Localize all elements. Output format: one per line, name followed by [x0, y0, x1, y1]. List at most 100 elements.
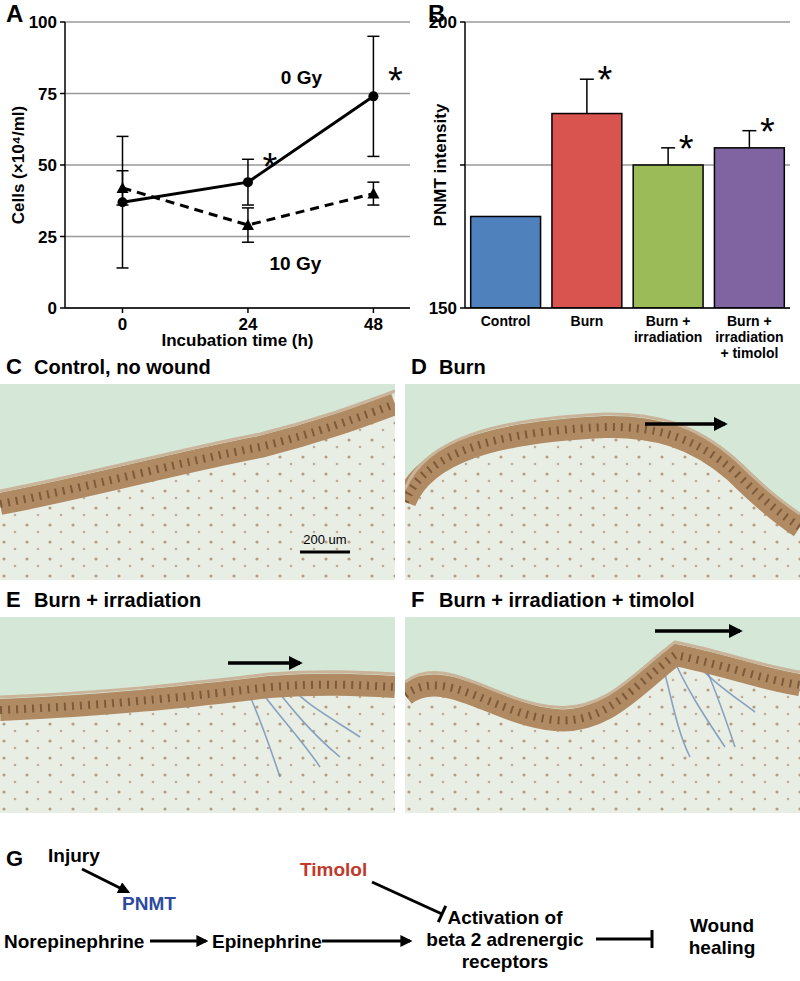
micrograph-content: [405, 384, 800, 580]
significance-mark: *: [679, 128, 694, 170]
dermis-cells: [405, 419, 800, 580]
micrograph-content: [0, 617, 395, 813]
diagram-node: Activation ofbeta 2 adrenergicreceptors: [426, 907, 584, 972]
activation-edge: [82, 869, 128, 892]
grid-line: [65, 164, 410, 166]
micrograph: [405, 384, 800, 580]
grid-line: [465, 21, 790, 23]
stratum-corneum: [0, 391, 395, 491]
error-bar: [580, 79, 594, 113]
dermis: [0, 396, 395, 580]
epidermis-nuclei: [405, 427, 800, 527]
slide-background: [0, 384, 395, 580]
error-cap: [117, 204, 129, 206]
epidermis-nuclei: [0, 685, 395, 710]
inhibit-bar: [438, 906, 445, 922]
grid-line: [65, 307, 410, 309]
tick-label: 48: [364, 315, 383, 334]
inhibit-bar: [651, 930, 654, 948]
diagram-node-line: receptors: [462, 951, 549, 972]
category-label: Burn: [571, 313, 604, 329]
plot-marks: [471, 79, 785, 308]
grid-line: [65, 21, 410, 23]
error-cap: [367, 181, 379, 183]
error-cap: [242, 204, 254, 206]
category-label: Burn +irradiation+ timolol: [715, 313, 783, 361]
bar: [633, 165, 703, 308]
wound-arrow: [645, 422, 725, 426]
panel-label: G: [6, 846, 23, 871]
tick-label: 25: [38, 228, 57, 247]
panel-label: C: [6, 354, 22, 379]
series-line: [123, 96, 374, 202]
plot-marks: [117, 36, 380, 268]
micrograph: [0, 617, 395, 813]
grid-line: [65, 93, 410, 95]
epidermis-nuclei: [405, 655, 800, 720]
diagram-node-line: Injury: [48, 845, 100, 866]
y-axis-label: PNMT intensity: [431, 103, 450, 226]
dermis: [405, 419, 800, 580]
slide-background: [405, 384, 800, 580]
panel-label: E: [6, 587, 21, 612]
category-label-line: irradiation: [715, 329, 783, 345]
error-bar: [367, 182, 379, 205]
panel-title: Burn: [439, 356, 486, 378]
significance-mark: *: [388, 60, 403, 102]
error-stem: [586, 79, 588, 113]
diagram-node: Norepinephrine: [4, 931, 144, 952]
series-label: 10 Gy: [270, 253, 322, 274]
epidermis: [405, 655, 800, 720]
tick-label: 75: [38, 85, 57, 104]
category-label: Control: [481, 313, 531, 329]
dermis-cells: [0, 396, 395, 580]
tick-label: 0: [48, 299, 57, 318]
wound-arrow: [228, 661, 300, 665]
marker: [117, 182, 129, 193]
diagram-node-line: healing: [689, 937, 756, 958]
x-axis-label: Incubation time (h): [161, 331, 313, 350]
slide-background: [0, 617, 395, 813]
category-label-line: Control: [481, 313, 531, 329]
dermis: [405, 647, 800, 813]
significance-mark: *: [597, 59, 612, 101]
panel-label: D: [411, 354, 427, 379]
dermis-cells: [405, 647, 800, 813]
error-bar: [117, 136, 129, 268]
category-label-line: irradiation: [634, 329, 702, 345]
micrograph: 200 um: [0, 384, 395, 580]
diagram-node: Epinephrine: [212, 931, 322, 952]
panel-title: Control, no wound: [34, 356, 211, 378]
inhibit-edge: [372, 882, 442, 914]
y-axis: [64, 22, 66, 308]
scale-bar-label: 200 um: [303, 532, 346, 547]
error-bar: [242, 159, 254, 205]
diagram-node-line: Activation of: [447, 907, 563, 928]
epidermis: [0, 685, 395, 710]
epidermis: [0, 404, 395, 504]
tick-label: 50: [38, 156, 57, 175]
diagram-node: Injury: [48, 845, 100, 866]
x-axis: [465, 307, 790, 309]
tick-label: 200: [429, 13, 457, 32]
epidermis-nuclei: [0, 404, 395, 504]
micrograph: [405, 617, 800, 813]
marker: [367, 188, 379, 199]
epidermis: [405, 427, 800, 527]
category-label-line: Burn +: [727, 313, 772, 329]
error-cap: [367, 36, 379, 38]
diagram-node-line: Wound: [690, 915, 754, 936]
diagram-node: PNMT: [122, 893, 176, 914]
dermis: [0, 677, 395, 813]
error-stem: [122, 136, 124, 268]
x-axis: [65, 307, 410, 309]
micrograph-content: [405, 617, 800, 813]
wound-arrow: [655, 629, 740, 633]
bar: [552, 114, 622, 308]
diagram-node-line: PNMT: [122, 893, 176, 914]
panel-label: A: [6, 0, 23, 27]
error-bar: [742, 131, 756, 148]
panel-title: Burn + irradiation + timolol: [439, 589, 695, 611]
error-bar: [117, 171, 129, 205]
y-axis-label: Cells (×10⁴/ml): [9, 106, 28, 225]
